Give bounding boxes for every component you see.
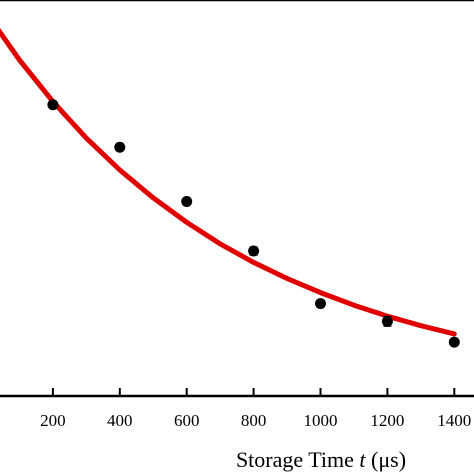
plot-frame	[0, 0, 474, 398]
x-tick-label: 400	[107, 411, 133, 430]
data-point	[381, 315, 393, 327]
x-tick-label: 1400	[437, 411, 471, 430]
fit-curve	[0, 27, 457, 337]
data-point	[114, 141, 126, 153]
x-tick-label: 1000	[304, 411, 338, 430]
data-point	[248, 245, 260, 257]
x-tick-label: 800	[241, 411, 267, 430]
x-axis-label: Storage Time t (μs)	[236, 447, 406, 472]
x-tick-label: 600	[174, 411, 200, 430]
fit-curve-layer	[0, 27, 457, 337]
data-point	[448, 336, 460, 348]
data-point	[181, 195, 193, 207]
data-point	[315, 298, 326, 310]
x-tick-label: 200	[40, 411, 66, 430]
data-point	[47, 99, 59, 111]
x-tick-label: 1200	[370, 411, 404, 430]
data-points	[47, 99, 460, 348]
x-ticks: 200 400 600 800 1000 1200 1400	[40, 388, 471, 430]
